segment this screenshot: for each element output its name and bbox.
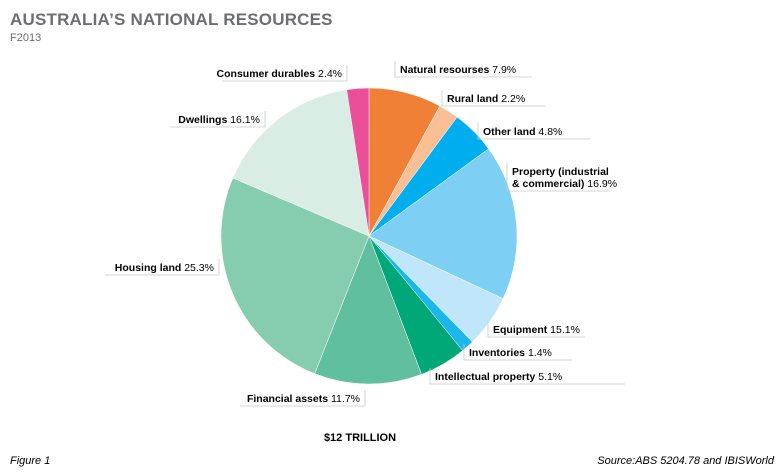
- leader-other-land: [477, 123, 590, 140]
- chart-subtitle: F2013: [10, 32, 42, 44]
- leader-financial-assets: [240, 390, 366, 407]
- leader-property-industrial-commercial: [506, 163, 610, 192]
- figure-label: Figure 1: [10, 455, 51, 467]
- leader-intellectual-property: [429, 368, 625, 385]
- leader-housing-land: [105, 259, 220, 276]
- label-intellectual-property: Intellectual property 5.1%: [435, 371, 562, 383]
- leader-lines: [105, 61, 625, 407]
- slice-property-industrial-commercial: [368, 148, 518, 300]
- label-equipment: Equipment 15.1%: [493, 324, 580, 336]
- slice-labels: Natural resourses 7.9% Rural land 2.2% Oth…: [115, 64, 617, 405]
- leader-dwellings: [170, 111, 266, 128]
- label-property-industrial-commercial: Property (industrial & commercial) 16.9%: [512, 166, 617, 190]
- slice-financial-assets: [314, 235, 422, 385]
- chart-total: $12 TRILLION: [323, 432, 397, 444]
- leader-rural-land: [441, 90, 545, 107]
- pie-slices: [220, 87, 518, 385]
- slice-housing-land: [220, 177, 370, 375]
- label-other-land: Other land 4.8%: [483, 126, 562, 138]
- leader-equipment: [487, 321, 585, 338]
- leader-natural-resourses: [394, 61, 532, 78]
- chart-title: AUSTRALIA’S NATIONAL RESOURCES: [10, 10, 333, 29]
- slice-consumer-durables: [346, 87, 370, 237]
- label-dwellings: Dwellings 16.1%: [178, 114, 260, 126]
- leader-inventories: [463, 344, 572, 361]
- leader-consumer-durables: [222, 65, 348, 82]
- label-consumer-durables: Consumer durables 2.4%: [217, 68, 342, 80]
- label-natural-resourses: Natural resourses 7.9%: [400, 64, 516, 76]
- label-inventories: Inventories 1.4%: [469, 347, 552, 359]
- source-note: Source:ABS 5204.78 and IBISWorld: [597, 455, 774, 467]
- label-financial-assets: Financial assets 11.7%: [247, 393, 360, 405]
- label-rural-land: Rural land 2.2%: [447, 93, 525, 105]
- label-housing-land: Housing land 25.3%: [115, 262, 214, 274]
- slice-dwellings: [232, 89, 370, 237]
